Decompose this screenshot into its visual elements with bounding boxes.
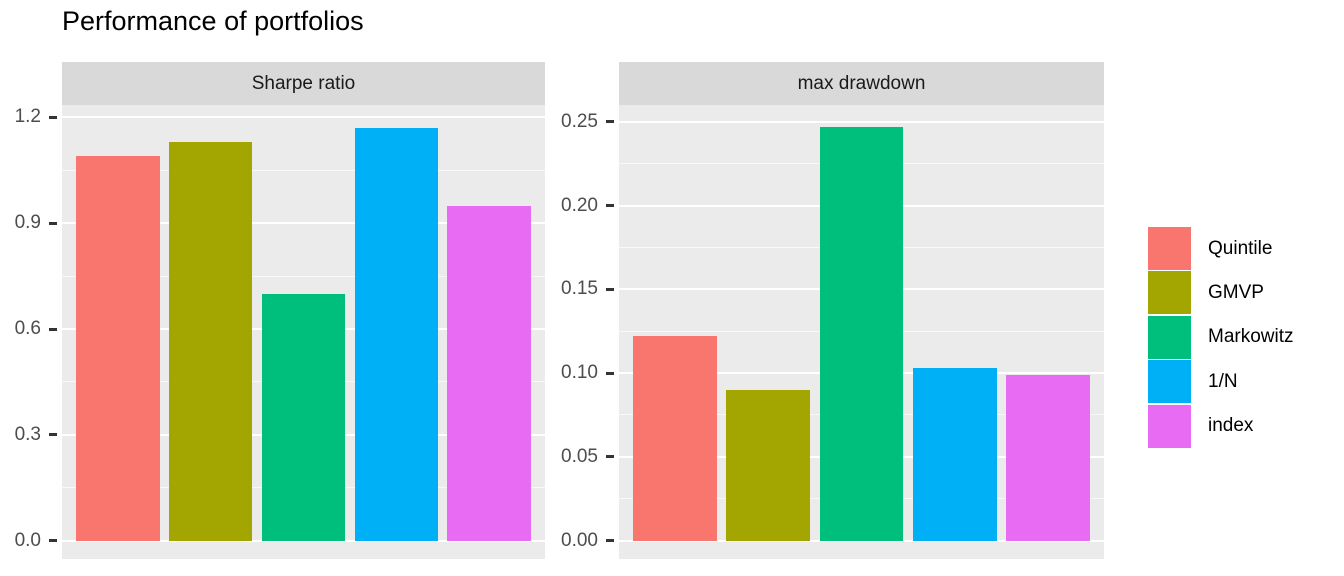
legend-label: Quintile <box>1208 237 1273 259</box>
y-axis-tick-label: 0.0 <box>14 529 41 551</box>
legend-key-index <box>1148 404 1191 448</box>
bar-markowitz <box>819 126 904 541</box>
legend-key-gmvp <box>1148 271 1191 315</box>
y-axis-tick-mark <box>606 287 614 291</box>
y-axis-tick-label: 0.05 <box>561 445 598 467</box>
major-gridline <box>619 539 1104 542</box>
y-axis-tick-label: 0.6 <box>14 318 41 339</box>
y-axis-tick-mark <box>606 539 614 543</box>
facet-strip-label: Sharpe ratio <box>251 72 356 94</box>
plot-title: Performance of portfolios <box>62 6 364 36</box>
y-axis-tick-label: 1.2 <box>14 106 41 128</box>
y-axis-tick-mark <box>49 115 57 119</box>
legend-key-1-n <box>1148 360 1191 404</box>
bar-quintile <box>75 156 160 541</box>
y-axis-tick-mark <box>606 120 614 124</box>
legend-key-markowitz <box>1148 315 1191 359</box>
bar-quintile <box>632 336 717 541</box>
major-gridline <box>62 116 545 119</box>
y-axis-tick-label: 0.20 <box>561 194 598 216</box>
major-gridline <box>62 539 545 542</box>
y-axis-tick-label: 0.15 <box>561 278 598 300</box>
facet-panel-max-drawdown <box>619 105 1104 559</box>
legend-label: GMVP <box>1208 281 1264 303</box>
y-axis-tick-mark <box>606 371 614 375</box>
facet-panel-sharpe-ratio <box>62 105 545 559</box>
bar-gmvp <box>726 389 811 541</box>
minor-gridline <box>62 275 545 277</box>
y-axis-tick-label: 0.3 <box>14 423 41 445</box>
y-axis-tick-mark <box>49 433 57 437</box>
y-axis-tick-mark <box>49 539 57 543</box>
bar-index <box>1006 374 1090 541</box>
y-axis-tick-label: 0.9 <box>14 212 41 234</box>
bar-index <box>447 205 532 541</box>
facet-strip-sharpe-ratio: Sharpe ratio <box>62 62 545 105</box>
bar-gmvp <box>168 142 253 541</box>
legend-label: index <box>1208 415 1254 437</box>
y-axis-tick-mark <box>606 204 614 208</box>
bar-markowitz <box>261 293 346 541</box>
bar-1-n <box>912 368 997 541</box>
y-axis-tick-label: 0.00 <box>561 529 598 551</box>
legend-key-quintile <box>1148 227 1191 270</box>
y-axis-tick-mark <box>49 221 57 225</box>
y-axis-tick-label: 0.10 <box>561 362 598 384</box>
major-gridline <box>619 120 1104 123</box>
y-axis-tick-label: 0.25 <box>561 110 598 132</box>
y-axis-tick-mark <box>606 455 614 459</box>
bar-1-n <box>354 127 439 541</box>
facet-strip-label: max drawdown <box>797 72 926 94</box>
legend-label: 1/N <box>1208 370 1238 392</box>
legend-label: Markowitz <box>1208 326 1294 348</box>
minor-gridline <box>62 169 545 171</box>
y-axis-tick-mark <box>49 327 57 331</box>
major-gridline <box>62 222 545 225</box>
facet-strip-max-drawdown: max drawdown <box>619 62 1104 105</box>
